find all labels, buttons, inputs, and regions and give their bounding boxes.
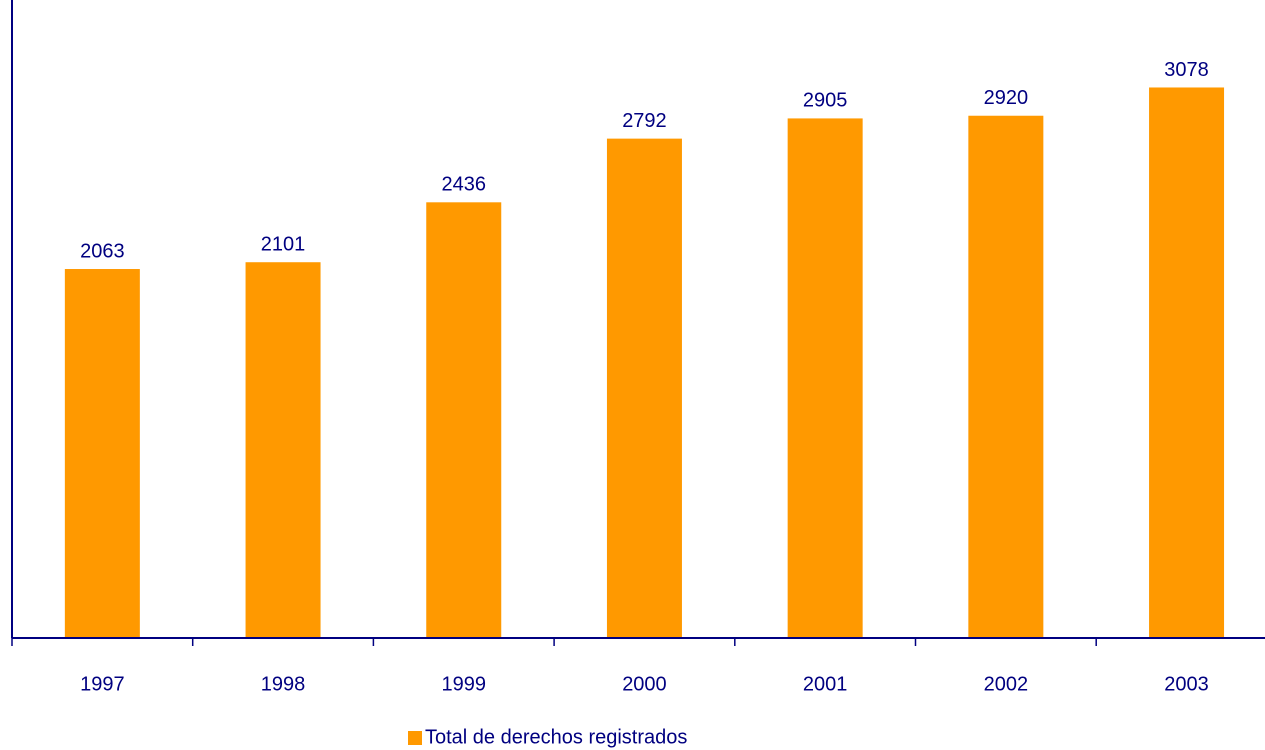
x-tick-label: 2001: [803, 673, 848, 695]
x-tick-label: 1997: [80, 673, 125, 695]
bar: [64, 269, 140, 638]
legend-swatch: [408, 731, 422, 745]
value-label: 2905: [803, 90, 848, 112]
value-label: 2792: [622, 110, 667, 132]
x-tick-label: 2002: [984, 673, 1029, 695]
bar: [606, 138, 682, 638]
legend-label: Total de derechos registrados: [425, 726, 687, 748]
value-label: 2101: [261, 234, 306, 256]
value-label: 3078: [1164, 59, 1209, 81]
value-label: 2920: [984, 87, 1029, 109]
value-label: 2063: [80, 240, 125, 262]
bar: [787, 118, 863, 639]
x-tick-label: 1999: [442, 673, 487, 695]
x-tick-label: 2003: [1164, 673, 1209, 695]
x-tick-label: 1998: [261, 673, 306, 695]
bar: [1149, 87, 1225, 638]
bar: [426, 202, 502, 638]
value-label: 2436: [442, 174, 487, 196]
x-tick-label: 2000: [622, 673, 667, 695]
bar: [968, 115, 1044, 639]
bar: [245, 262, 321, 638]
